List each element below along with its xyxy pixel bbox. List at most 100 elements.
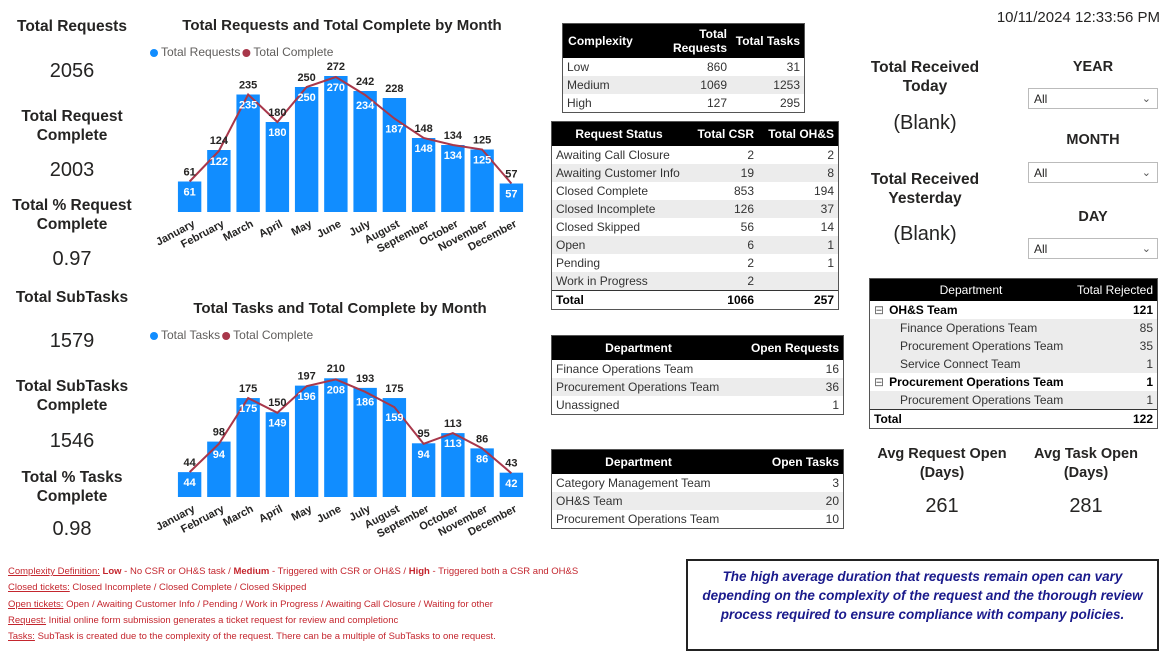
dropdown-chevron: ⌄ [1141, 243, 1151, 255]
table: Department Open Requests Finance Operation… [552, 336, 843, 414]
table-row: OH&S Team 20 [552, 492, 843, 510]
table-cell: 194 [813, 184, 834, 198]
data-label: 228 [385, 83, 403, 95]
dropdown-chevron: ⌄ [1141, 93, 1151, 105]
group-value: 1 [1146, 375, 1153, 389]
child-value: 1 [1072, 391, 1157, 410]
data-label: 125 [473, 134, 491, 146]
child-row: Procurement Operations Team 35 [870, 337, 1157, 355]
table-row: Unassigned 1 [552, 396, 843, 414]
callout-text: The high average duration that requests … [702, 569, 1143, 622]
note-label: Complexity Definition: [8, 566, 100, 577]
note-label: Request: [8, 614, 47, 626]
data-label: 61 [184, 186, 196, 198]
child-name: Procurement Operations Team [870, 391, 1072, 410]
data-label: 197 [297, 371, 315, 383]
child-row: Service Connect Team 1 [870, 355, 1157, 373]
note-label: Open tickets: [8, 598, 64, 610]
collapse-icon: ⊟ [874, 375, 885, 389]
table-cell: High [567, 96, 592, 110]
group-name: Procurement Operations Team [889, 375, 1064, 389]
table-cell: Closed Complete [556, 184, 649, 198]
table-row: Pending 2 1 [552, 254, 838, 272]
data-label: 113 [444, 418, 462, 430]
data-label: 94 [418, 449, 431, 461]
x-tick-label: May [289, 503, 314, 524]
table-box: Department Open Tasks Category Management … [551, 449, 844, 529]
data-label: 148 [414, 123, 432, 135]
table-cell: 36 [725, 378, 843, 396]
timestamp: 10/11/2024 12:33:56 PM [996, 9, 1160, 26]
data-label: 113 [444, 438, 462, 450]
data-label: 175 [385, 383, 403, 395]
card-label: Avg Task Open (Days) [1034, 446, 1138, 481]
table-box: Request Status Total CSR Total OH&S Awaitin… [551, 121, 839, 310]
legend-marker [150, 332, 158, 340]
card-value: 2056 [49, 60, 95, 82]
table-cell: 1253 [731, 76, 804, 94]
slicer-dropdown[interactable]: All ⌄ [1028, 162, 1158, 183]
slicer-dropdown[interactable]: All ⌄ [1028, 88, 1158, 109]
table-cell [758, 272, 838, 291]
table-cell: 1 [758, 236, 838, 254]
note-line: Tasks: SubTask is created due to the com… [8, 631, 496, 642]
table-cell: 37 [758, 200, 838, 218]
table-cell: 8 [758, 164, 838, 182]
data-label: 125 [473, 154, 491, 166]
data-label: 134 [444, 130, 463, 142]
table: Department Total Rejected ⊟ OH&S Team 121 Fin… [870, 279, 1157, 428]
legend-label: Total Complete [253, 45, 333, 59]
group-value: 121 [1132, 303, 1153, 317]
card-value: 281 [1069, 495, 1103, 517]
bar [294, 87, 319, 212]
card-label: Total SubTasks Complete [15, 378, 129, 414]
header-cell: Total Requests [638, 24, 731, 58]
header-cell: Department [870, 279, 1072, 301]
note-line: Complexity Definition: Low - No CSR or O… [8, 566, 578, 577]
bar [499, 183, 524, 212]
note-label: Tasks: [8, 631, 35, 643]
table-box: Department Total Rejected ⊟ OH&S Team 121 Fin… [869, 278, 1158, 429]
table-row: Awaiting Call Closure 2 2 [552, 146, 838, 164]
table-cell: 6 [686, 236, 758, 254]
table-cell: 295 [779, 96, 800, 110]
data-label: 180 [268, 127, 286, 139]
data-label: 94 [213, 449, 226, 461]
group-cell: ⊟ OH&S Team [870, 301, 1072, 319]
data-label: 175 [239, 403, 257, 415]
table-cell: Open [552, 236, 686, 254]
slicer-label: YEAR [1072, 59, 1114, 75]
note-text: - No CSR or OH&S task / [124, 566, 231, 577]
table: Department Open Tasks Category Management … [552, 450, 843, 528]
data-label: 159 [385, 412, 403, 424]
child-name: Procurement Operations Team [870, 337, 1072, 355]
table-cell: 2 [686, 272, 758, 291]
group-row: ⊟ Procurement Operations Team 1 [870, 373, 1157, 391]
header-cell: Total Tasks [731, 24, 804, 58]
table-cell: Unassigned [556, 398, 620, 412]
bar [236, 398, 260, 497]
data-label: 57 [505, 188, 517, 200]
bar [382, 398, 407, 497]
table-row: Open 6 1 [552, 236, 838, 254]
note-text: - Triggered both a CSR and OH&S [432, 566, 579, 577]
note-text: Open / Awaiting Customer Info / Pending … [66, 598, 493, 610]
table-cell: 14 [820, 220, 834, 234]
data-label: 43 [505, 458, 517, 470]
data-label: 44 [184, 477, 197, 489]
card-label: Total Received Today [870, 59, 980, 95]
x-tick-label: April [257, 218, 285, 240]
slicer-dropdown[interactable]: All ⌄ [1028, 238, 1158, 259]
card-value: 0.98 [52, 518, 92, 540]
callout-box: The high average duration that requests … [686, 559, 1159, 651]
data-label: 180 [268, 107, 286, 119]
data-label: 86 [476, 453, 488, 465]
table-cell: OH&S Team [552, 492, 725, 510]
data-label: 95 [418, 428, 430, 440]
card-label: Total Received Yesterday [870, 171, 980, 207]
legend-marker [150, 49, 158, 57]
header-row: Department Open Tasks [552, 450, 843, 474]
table-row: Closed Incomplete 126 37 [552, 200, 838, 218]
data-label: 150 [268, 397, 286, 409]
